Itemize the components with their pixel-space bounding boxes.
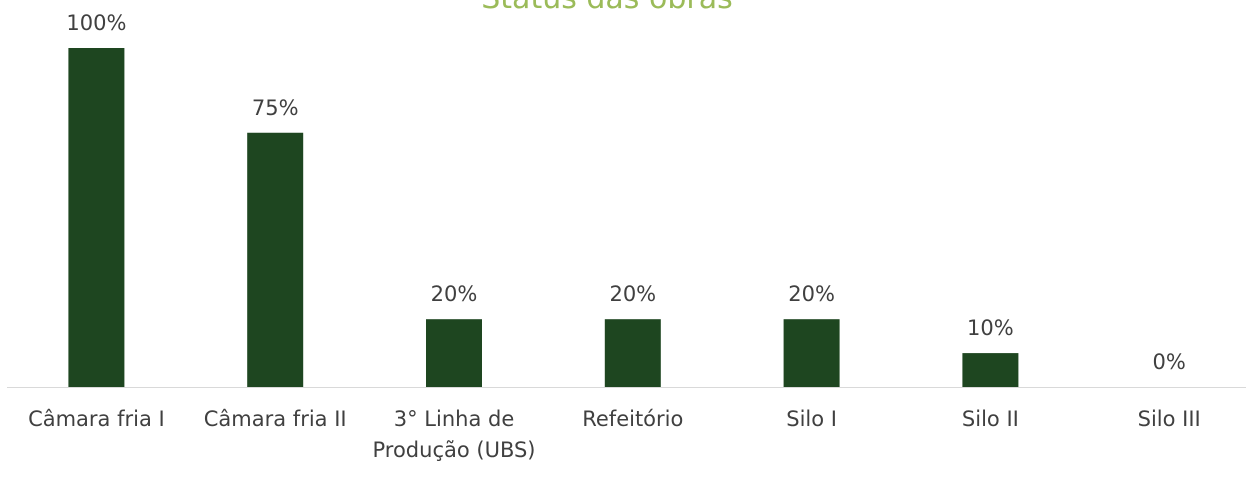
x-tick-label: Silo III	[1137, 407, 1201, 431]
x-tick-label: Silo I	[786, 407, 837, 431]
bar	[247, 132, 304, 387]
data-label: 20%	[609, 282, 656, 306]
data-label: 20%	[431, 282, 478, 306]
x-tick-label: Câmara fria I	[28, 407, 165, 431]
bar	[783, 319, 840, 387]
x-tick-label: Câmara fria II	[203, 407, 347, 431]
bar	[68, 48, 125, 387]
x-tick-label: 3° Linha de Produção (UBS)	[372, 407, 536, 462]
bar	[426, 319, 482, 387]
data-label: 0%	[1153, 350, 1186, 374]
data-label: 20%	[788, 282, 835, 306]
x-tick-label: Silo II	[961, 407, 1019, 431]
bar	[604, 319, 661, 387]
data-label: 100%	[66, 11, 126, 35]
bar	[962, 353, 1019, 387]
chart-title: Status das obras	[481, 0, 732, 16]
x-tick-label: Refeitório	[582, 407, 684, 431]
data-label: 75%	[252, 96, 299, 120]
data-label: 10%	[967, 316, 1014, 340]
